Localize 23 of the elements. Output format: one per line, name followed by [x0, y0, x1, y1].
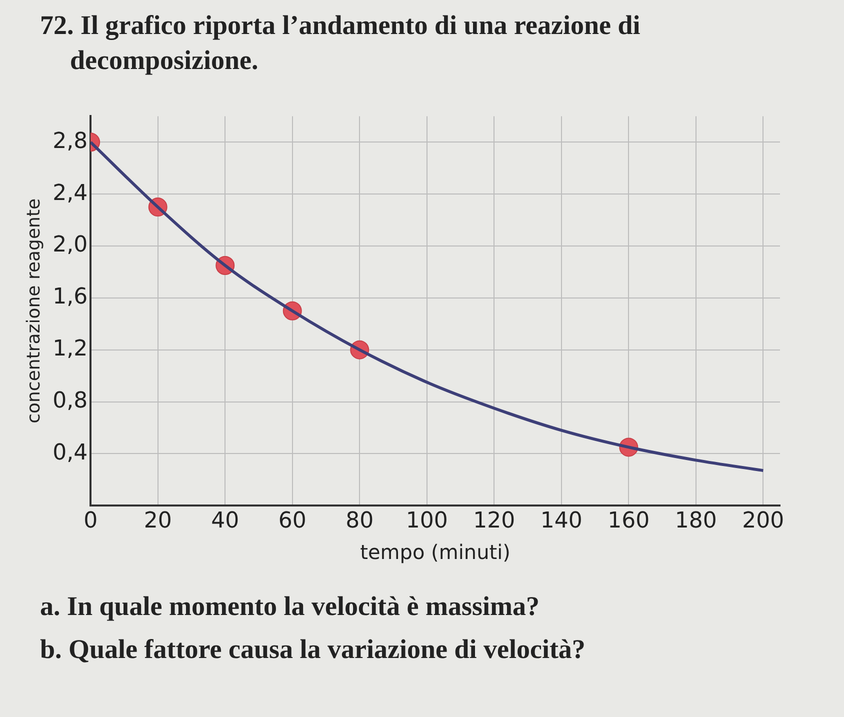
x-tick-label: 160 — [608, 508, 650, 534]
y-tick-label: 0,8 — [52, 388, 88, 414]
x-tick-label: 200 — [742, 508, 784, 534]
y-tick-label: 2,8 — [52, 128, 88, 154]
x-tick-label: 60 — [278, 508, 306, 534]
x-tick-label: 20 — [144, 508, 172, 534]
x-tick-label: 80 — [346, 508, 374, 534]
y-tick-label: 2,0 — [52, 232, 88, 258]
y-tick-label: 1,6 — [52, 284, 88, 310]
y-axis-title: concentrazione reagente — [23, 198, 44, 424]
x-tick-label: 140 — [540, 508, 582, 534]
text: a. In quale momento la velocità è massima? — [40, 590, 540, 623]
x-tick-label: 120 — [473, 508, 516, 534]
x-axis-title: tempo (minuti) — [360, 540, 510, 564]
y-tick-label: 2,4 — [52, 180, 88, 206]
x-tick-label: 180 — [674, 508, 717, 534]
text: b. Quale fattore causa la variazione di velocità? — [40, 633, 586, 666]
x-tick-label: 100 — [406, 508, 448, 534]
chart-title: 72. Il grafico riporta l’andamento di una reazione di decomposizione. — [40, 9, 642, 78]
x-tick-label: 40 — [211, 508, 240, 534]
y-tick-label: 1,2 — [52, 336, 88, 362]
x-tick-label: 0 — [84, 508, 98, 534]
y-tick-label: 0,4 — [52, 440, 88, 466]
